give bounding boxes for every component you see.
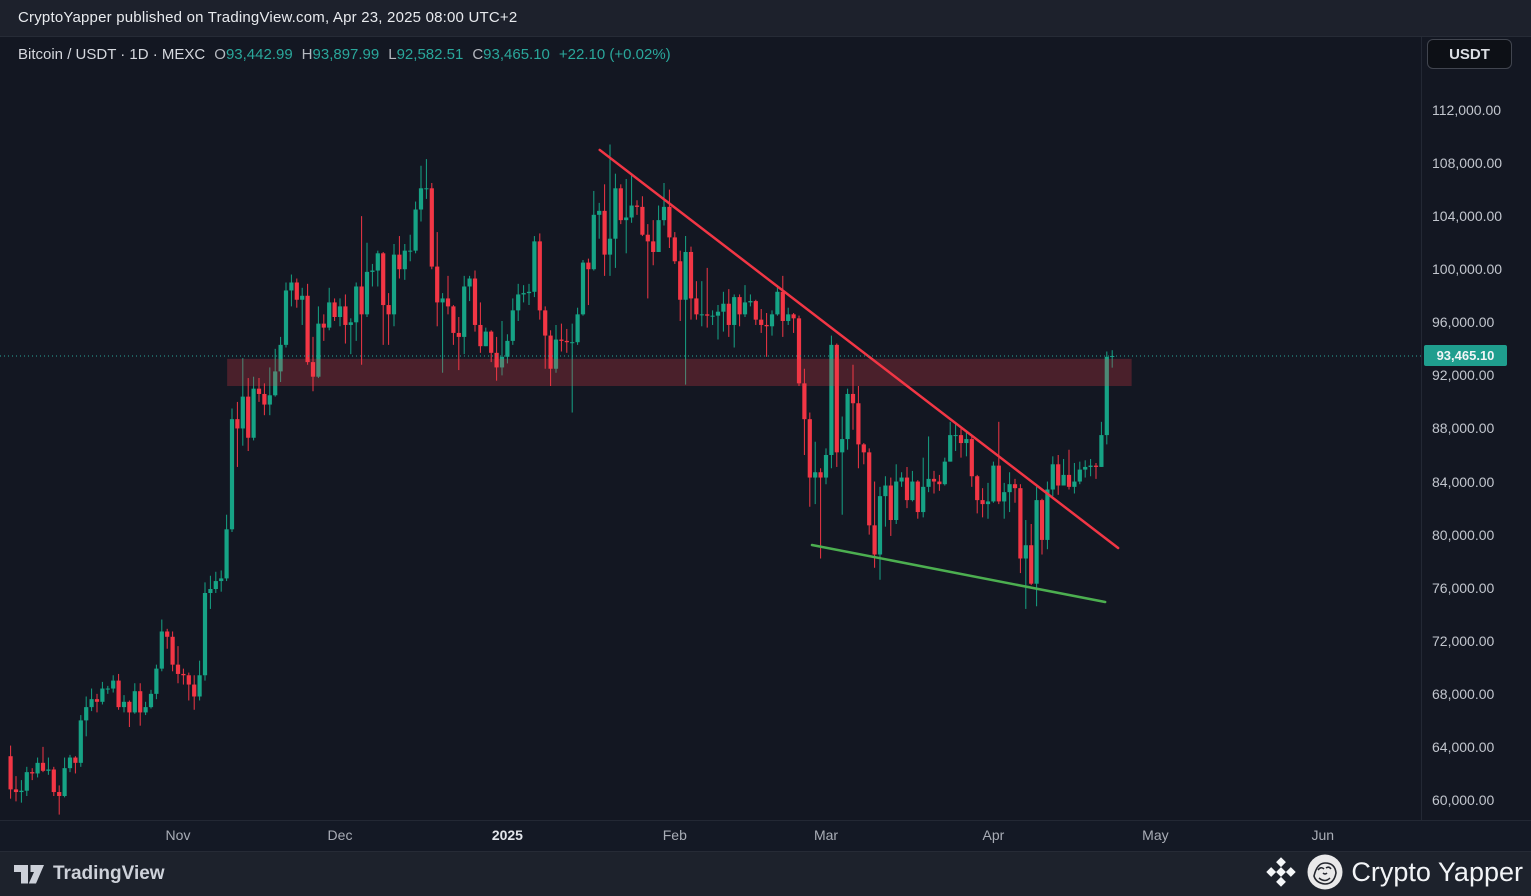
price-tick-label: 96,000.00 <box>1432 314 1495 331</box>
tradingview-brand-text: TradingView <box>53 863 165 884</box>
time-axis-strip <box>0 820 1531 851</box>
price-tick-label: 60,000.00 <box>1432 791 1495 808</box>
publish-info-text: CryptoYapper published on TradingView.co… <box>18 9 518 26</box>
current-price-text: 93,465.10 <box>1436 348 1495 364</box>
ohlc-value: 93,465.10 <box>483 46 550 63</box>
ohlc-value: 93,442.99 <box>225 46 293 63</box>
ohlc-letter: C <box>472 46 484 63</box>
price-tick-label: 88,000.00 <box>1432 420 1495 437</box>
symbol-title[interactable]: Bitcoin / USDT · 1D · MEXC <box>18 46 206 63</box>
price-tick-label: 72,000.00 <box>1432 632 1495 649</box>
tradingview-logo-icon <box>14 864 44 883</box>
footer-bar: TradingView Crypto Yapper <box>0 851 1531 896</box>
ohlc-values: O93,442.99 H93,897.99 L92,582.51 C93,465.10 <box>205 46 550 63</box>
time-tick-label: Nov <box>165 827 191 843</box>
author-watermark: Crypto Yapper <box>1263 853 1523 891</box>
price-tick-label: 80,000.00 <box>1432 526 1495 543</box>
tradingview-logo-link[interactable]: TradingView <box>14 863 165 885</box>
change-value: +22.10 (+0.02%) <box>558 46 671 63</box>
price-tick-label: 100,000.00 <box>1432 261 1503 278</box>
binance-logo-icon <box>1266 857 1297 887</box>
chart-pane[interactable] <box>0 37 1531 820</box>
price-tick-label: 64,000.00 <box>1432 738 1495 755</box>
price-tick-label: 76,000.00 <box>1432 579 1495 596</box>
time-tick-label: 2025 <box>491 827 523 843</box>
ohlc-value: 92,582.51 <box>396 46 464 63</box>
ohlc-value: 93,897.99 <box>312 46 380 63</box>
price-tick-label: 112,000.00 <box>1432 102 1502 118</box>
time-tick-label: Feb <box>662 827 687 843</box>
price-axis-separator <box>1421 37 1422 820</box>
time-tick-label: Dec <box>327 827 353 843</box>
currency-toggle-button[interactable]: USDT <box>1427 39 1512 69</box>
author-avatar <box>1307 854 1343 890</box>
price-tick-label: 104,000.00 <box>1432 208 1503 225</box>
author-name: Crypto Yapper <box>1351 856 1523 887</box>
ohlc-letter: H <box>301 46 313 63</box>
ohlc-letter: L <box>388 46 397 63</box>
chart-legend: Bitcoin / USDT · 1D · MEXC O93,442.99 H93,… <box>18 46 671 63</box>
current-price-label: 93,465.10 <box>1424 345 1507 367</box>
price-tick-label: 68,000.00 <box>1432 685 1495 702</box>
time-tick-label: May <box>1142 827 1169 843</box>
ohlc-letter: O <box>214 46 226 63</box>
price-tick-label: 92,000.00 <box>1432 367 1495 384</box>
price-tick-label: 84,000.00 <box>1432 473 1495 490</box>
time-tick-label: Mar <box>813 827 839 843</box>
price-tick-label: 108,000.00 <box>1432 155 1503 172</box>
publish-info-bar: CryptoYapper published on TradingView.co… <box>0 0 1531 37</box>
time-tick-label: Jun <box>1311 827 1335 843</box>
time-tick-label: Apr <box>982 827 1005 843</box>
